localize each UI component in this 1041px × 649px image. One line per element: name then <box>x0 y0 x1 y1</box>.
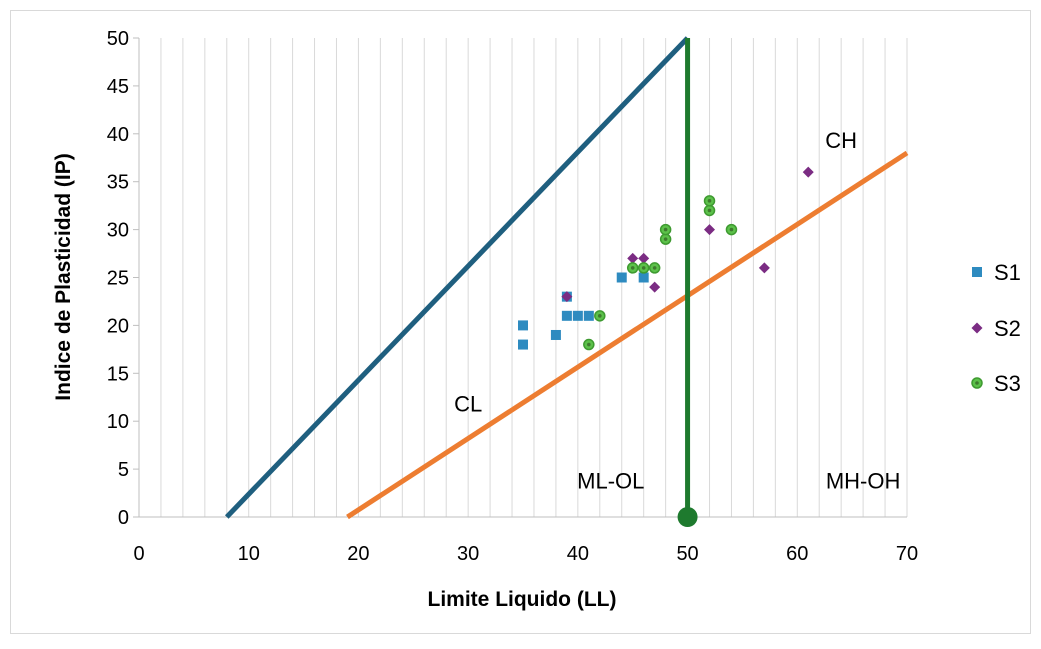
y-tick-label: 15 <box>107 363 129 385</box>
data-point-s3-center <box>652 266 657 270</box>
y-tick-label: 20 <box>107 315 129 337</box>
y-tick-label: 5 <box>118 459 129 481</box>
reference-line-endpoint-marker <box>677 507 698 527</box>
data-point-s2 <box>802 166 814 178</box>
data-point-s2 <box>649 281 661 293</box>
grid <box>133 37 908 518</box>
data-point-s3-center <box>707 208 712 213</box>
y-tick-label: 10 <box>107 411 129 433</box>
x-axis-label: Limite Liquido (LL) <box>428 588 617 611</box>
data-point-s3-center <box>663 237 668 241</box>
annotations: CH CL ML-OL MH-OH <box>454 128 900 493</box>
tick-labels: 0 10 20 30 40 50 60 70 0 5 10 15 20 25 30 35 40 45 50 <box>107 28 918 565</box>
data-point-s3-center <box>663 227 668 232</box>
data-point-s3-center <box>598 314 602 318</box>
x-tick-label: 60 <box>786 543 808 565</box>
data-point-s1 <box>638 272 649 283</box>
legend-label-s1: S1 <box>994 260 1021 285</box>
y-tick-label: 0 <box>118 507 129 529</box>
annotation-label: CH <box>825 128 857 153</box>
x-tick-label: 40 <box>567 543 589 565</box>
data-point-s2 <box>758 262 770 274</box>
x-tick-label: 50 <box>676 543 698 565</box>
y-tick-label: 45 <box>107 76 129 98</box>
x-tick-label: 10 <box>238 543 260 565</box>
data-point-s2 <box>704 224 716 236</box>
reference-line-u-line <box>224 36 690 519</box>
data-point-s2 <box>638 252 650 264</box>
data-point-s3-center <box>587 342 591 347</box>
data-point-s1 <box>561 310 572 321</box>
data-point-s3-center <box>729 227 734 232</box>
data-point-s3-center <box>641 266 646 270</box>
reference-line-a-line <box>346 150 909 520</box>
legend-marker-s2 <box>971 322 983 334</box>
legend: S1 S2 S3 <box>971 260 1021 396</box>
legend-label-s3: S3 <box>994 371 1021 396</box>
annotation-label: ML-OL <box>577 468 644 493</box>
data-point-s1 <box>616 272 627 283</box>
reference-lines <box>224 36 909 527</box>
x-tick-label: 30 <box>457 543 479 565</box>
data-point-s2 <box>561 291 573 303</box>
x-tick-label: 20 <box>347 543 369 565</box>
annotation-label: MH-OH <box>826 468 901 493</box>
data-point-s1 <box>572 310 583 321</box>
x-tick-label: 70 <box>896 543 918 565</box>
data-point-s1 <box>550 329 561 340</box>
data-point-s2 <box>627 252 639 264</box>
data-point-s1 <box>518 320 528 331</box>
data-point-s3-center <box>707 199 712 203</box>
data-point-s1 <box>518 339 528 350</box>
annotation-label: CL <box>454 392 482 417</box>
legend-marker-s1 <box>972 267 982 277</box>
x-tick-label: 0 <box>133 543 144 565</box>
y-tick-label: 30 <box>107 220 129 242</box>
y-tick-label: 35 <box>107 172 129 194</box>
y-axis-label: Indice de Plasticidad (IP) <box>52 153 75 400</box>
data-point-s1 <box>583 310 594 321</box>
data-points <box>518 166 814 351</box>
y-tick-label: 25 <box>107 268 129 290</box>
data-point-s3-center <box>630 266 635 270</box>
legend-marker-s3-center <box>975 381 979 385</box>
y-tick-label: 40 <box>107 124 129 146</box>
y-tick-label: 50 <box>107 28 129 50</box>
legend-label-s2: S2 <box>994 316 1021 341</box>
